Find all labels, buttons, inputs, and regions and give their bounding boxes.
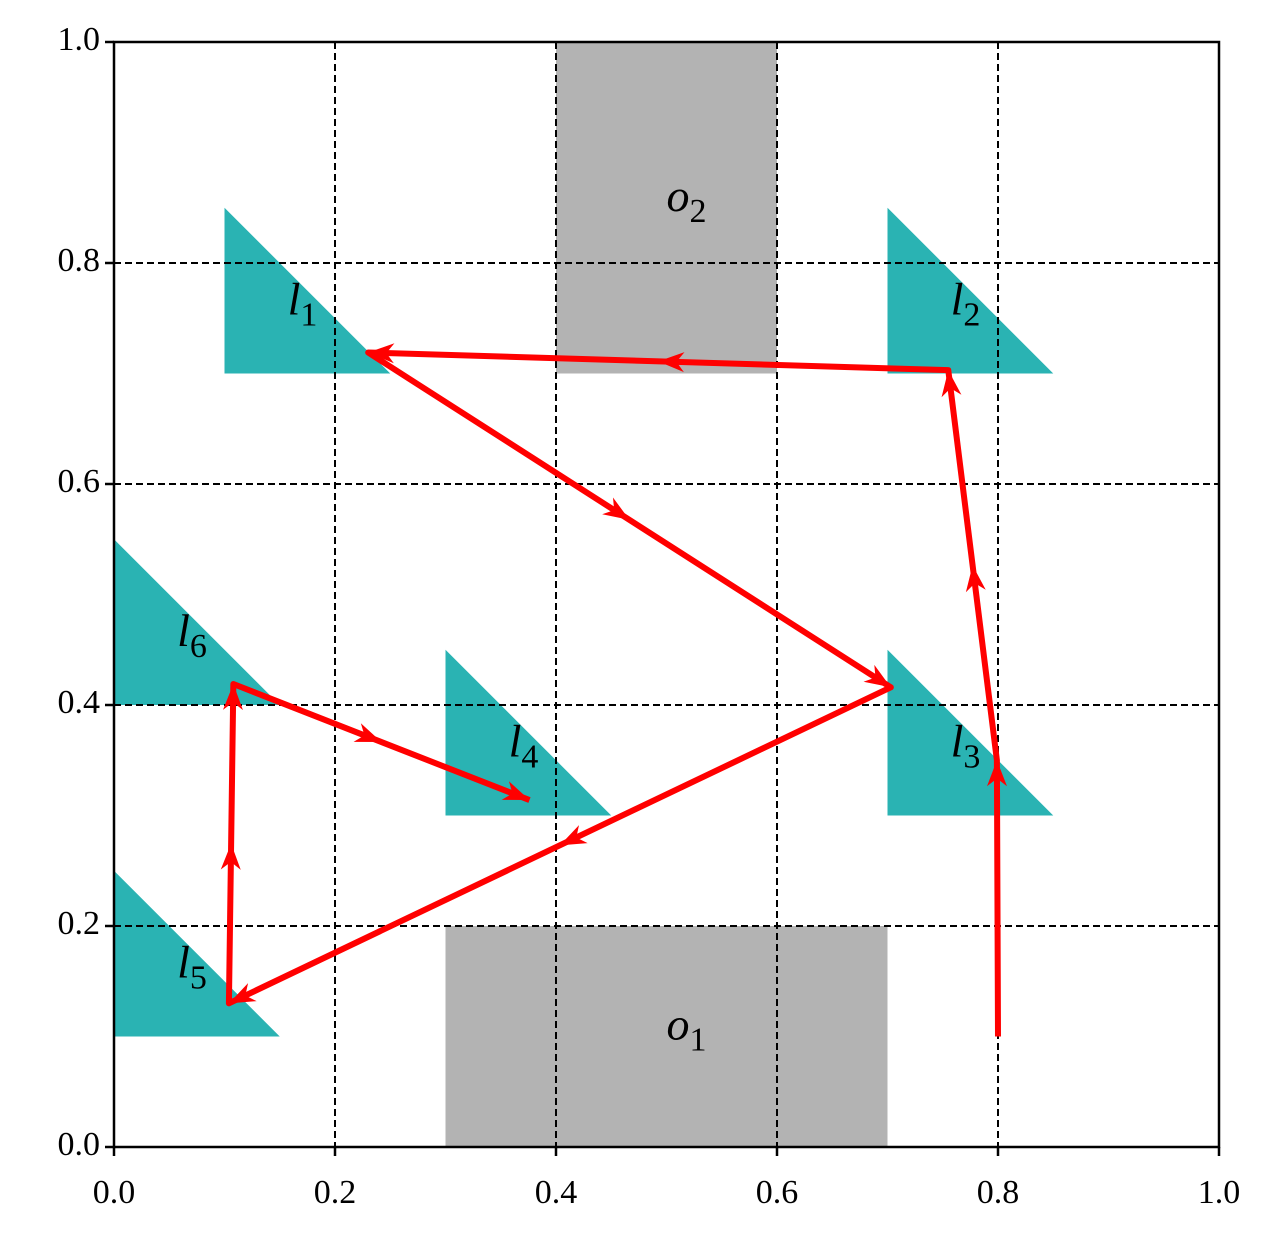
y-tick-label: 0.6 — [58, 463, 101, 500]
label-sub: 4 — [521, 738, 538, 775]
obstacle — [556, 42, 777, 374]
x-tick-label: 0.4 — [535, 1174, 578, 1211]
label-base: l — [509, 715, 522, 766]
label-base: l — [951, 715, 964, 766]
landmark — [887, 207, 1054, 374]
label-sub: 5 — [190, 959, 207, 996]
region-label: l6 — [177, 605, 207, 665]
label-base: l — [288, 273, 301, 324]
region-label: l4 — [509, 715, 539, 775]
obstacle — [445, 926, 888, 1147]
label-base: l — [177, 605, 190, 656]
label-sub: 3 — [963, 738, 980, 775]
arrowhead — [501, 781, 530, 801]
landmark — [887, 649, 1054, 816]
y-tick-label: 1.0 — [58, 21, 101, 58]
x-tick-label: 0.0 — [93, 1174, 136, 1211]
label-base: l — [951, 273, 964, 324]
region-label: l1 — [288, 273, 318, 333]
arrowhead — [220, 843, 241, 870]
arrowhead — [941, 370, 962, 398]
arrowhead — [986, 760, 1007, 787]
arrowhead — [368, 343, 395, 364]
label-sub: 1 — [300, 296, 317, 333]
landmark — [224, 207, 391, 374]
arrowhead — [602, 497, 630, 520]
x-tick-label: 0.6 — [756, 1174, 799, 1211]
label-base: o — [667, 998, 690, 1049]
label-base: l — [177, 936, 190, 987]
x-tick-label: 0.2 — [314, 1174, 357, 1211]
landmark — [445, 649, 612, 816]
landmark — [114, 539, 280, 705]
label-sub: 6 — [190, 628, 207, 665]
region-label: l5 — [177, 936, 207, 996]
arrowhead — [863, 664, 891, 688]
x-tick-label: 0.8 — [977, 1174, 1020, 1211]
region-label: o1 — [667, 998, 707, 1058]
region-label: l2 — [951, 273, 981, 333]
region-label: l3 — [951, 715, 981, 775]
region-label: o2 — [667, 169, 707, 229]
y-tick-label: 0.8 — [58, 242, 101, 279]
label-base: o — [667, 169, 690, 220]
landmark — [114, 870, 280, 1037]
y-tick-label: 0.0 — [58, 1126, 101, 1163]
label-sub: 1 — [690, 1021, 707, 1058]
arrowhead — [965, 565, 986, 593]
label-sub: 2 — [690, 193, 707, 230]
label-sub: 2 — [963, 296, 980, 333]
arrowhead — [353, 723, 382, 743]
arrowhead — [222, 684, 243, 711]
arrowhead — [559, 825, 588, 846]
arrowhead — [228, 983, 257, 1004]
y-tick-label: 0.2 — [58, 905, 101, 942]
x-tick-label: 1.0 — [1198, 1174, 1241, 1211]
plot-frame — [112, 40, 1221, 1149]
arrowhead — [658, 352, 685, 373]
y-tick-label: 0.4 — [58, 684, 101, 721]
